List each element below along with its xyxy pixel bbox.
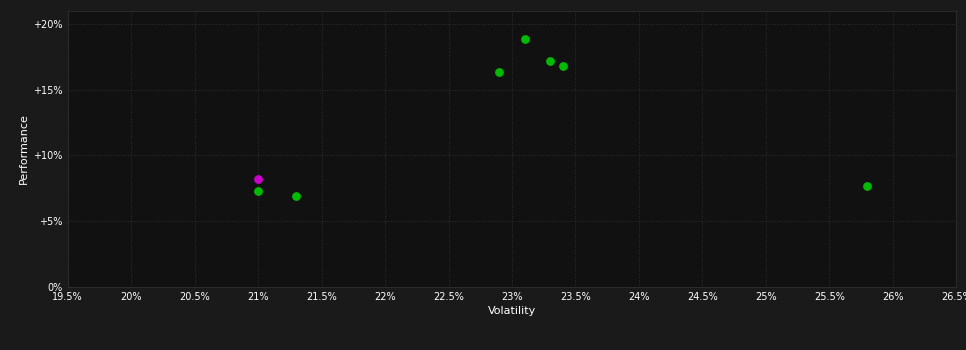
Point — [555, 63, 571, 69]
X-axis label: Volatility: Volatility — [488, 306, 536, 316]
Point — [542, 58, 557, 63]
Point — [250, 176, 266, 182]
Point — [517, 37, 532, 42]
Y-axis label: Performance: Performance — [19, 113, 29, 184]
Point — [250, 188, 266, 194]
Point — [860, 183, 875, 188]
Point — [492, 70, 507, 75]
Point — [289, 193, 304, 199]
